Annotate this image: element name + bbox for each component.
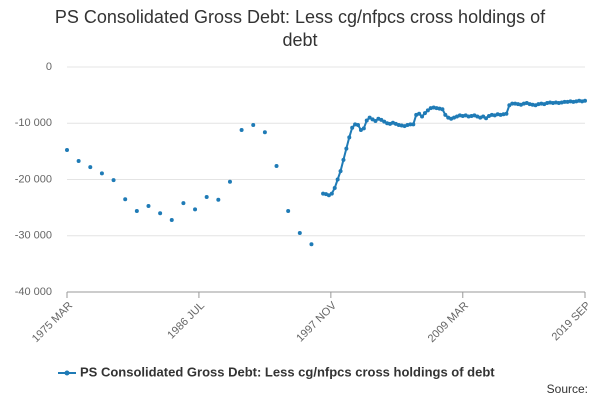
data-point bbox=[420, 114, 425, 119]
chart-title: PS Consolidated Gross Debt: Less cg/nfpc… bbox=[54, 7, 546, 50]
x-tick-label: 1975 MAR bbox=[30, 300, 75, 345]
data-point bbox=[370, 117, 375, 122]
data-point bbox=[347, 135, 352, 140]
x-tick-label: 2009 MAR bbox=[426, 300, 471, 345]
data-point bbox=[341, 157, 346, 162]
data-point bbox=[309, 242, 314, 247]
data-point bbox=[425, 108, 430, 113]
x-tick-label: 2019 SEP bbox=[550, 300, 594, 344]
x-tick-label: 1997 NOV bbox=[294, 299, 339, 344]
series-line bbox=[322, 99, 586, 197]
data-point bbox=[361, 126, 366, 131]
y-tick-label: -30 000 bbox=[15, 230, 52, 242]
data-point bbox=[193, 207, 198, 212]
data-point bbox=[88, 165, 93, 170]
data-point bbox=[146, 203, 151, 208]
data-point bbox=[286, 209, 291, 213]
data-point bbox=[510, 101, 515, 106]
data-point bbox=[422, 111, 427, 116]
data-point bbox=[417, 111, 422, 116]
source-label: Source: bbox=[547, 382, 588, 396]
data-point bbox=[338, 169, 343, 174]
data-point bbox=[364, 118, 369, 123]
data-point bbox=[239, 128, 244, 132]
data-point bbox=[169, 218, 174, 222]
data-point bbox=[99, 171, 104, 176]
data-point bbox=[379, 117, 384, 122]
data-point bbox=[251, 122, 256, 127]
data-point bbox=[344, 146, 349, 151]
data-point bbox=[123, 197, 128, 202]
data-point bbox=[356, 122, 361, 127]
data-point bbox=[134, 209, 139, 213]
data-point bbox=[227, 179, 232, 184]
y-tick-label: -10 000 bbox=[15, 117, 52, 129]
y-tick-label: -40 000 bbox=[15, 286, 52, 298]
data-point bbox=[504, 111, 509, 116]
data-point bbox=[382, 119, 387, 124]
data-point bbox=[440, 107, 445, 112]
data-point bbox=[65, 147, 69, 152]
legend-label: PS Consolidated Gross Debt: Less cg/nfpc… bbox=[80, 364, 495, 379]
y-tick-label: -20 000 bbox=[15, 173, 52, 185]
data-point bbox=[158, 211, 163, 216]
data-point bbox=[350, 125, 355, 130]
data-point bbox=[408, 122, 413, 127]
data-point bbox=[373, 119, 378, 123]
data-point bbox=[562, 99, 567, 104]
data-point bbox=[507, 103, 512, 108]
data-point bbox=[367, 115, 372, 120]
data-point bbox=[358, 128, 363, 132]
data-point bbox=[411, 122, 416, 127]
data-point bbox=[181, 201, 186, 206]
data-point bbox=[262, 130, 267, 135]
data-point bbox=[204, 194, 209, 199]
data-point bbox=[335, 177, 340, 182]
data-point bbox=[443, 112, 448, 117]
data-point bbox=[216, 197, 221, 202]
data-point bbox=[583, 98, 587, 103]
y-tick-label: 0 bbox=[46, 61, 52, 73]
data-point bbox=[481, 114, 486, 119]
data-point bbox=[297, 230, 302, 235]
data-point bbox=[326, 193, 331, 198]
data-point bbox=[76, 158, 81, 163]
data-point bbox=[111, 178, 116, 183]
x-tick-label: 1986 JUL bbox=[165, 300, 207, 342]
data-point bbox=[274, 164, 279, 168]
data-point bbox=[484, 116, 489, 121]
data-point bbox=[329, 191, 334, 196]
legend-marker bbox=[64, 370, 70, 376]
data-point bbox=[332, 185, 337, 190]
